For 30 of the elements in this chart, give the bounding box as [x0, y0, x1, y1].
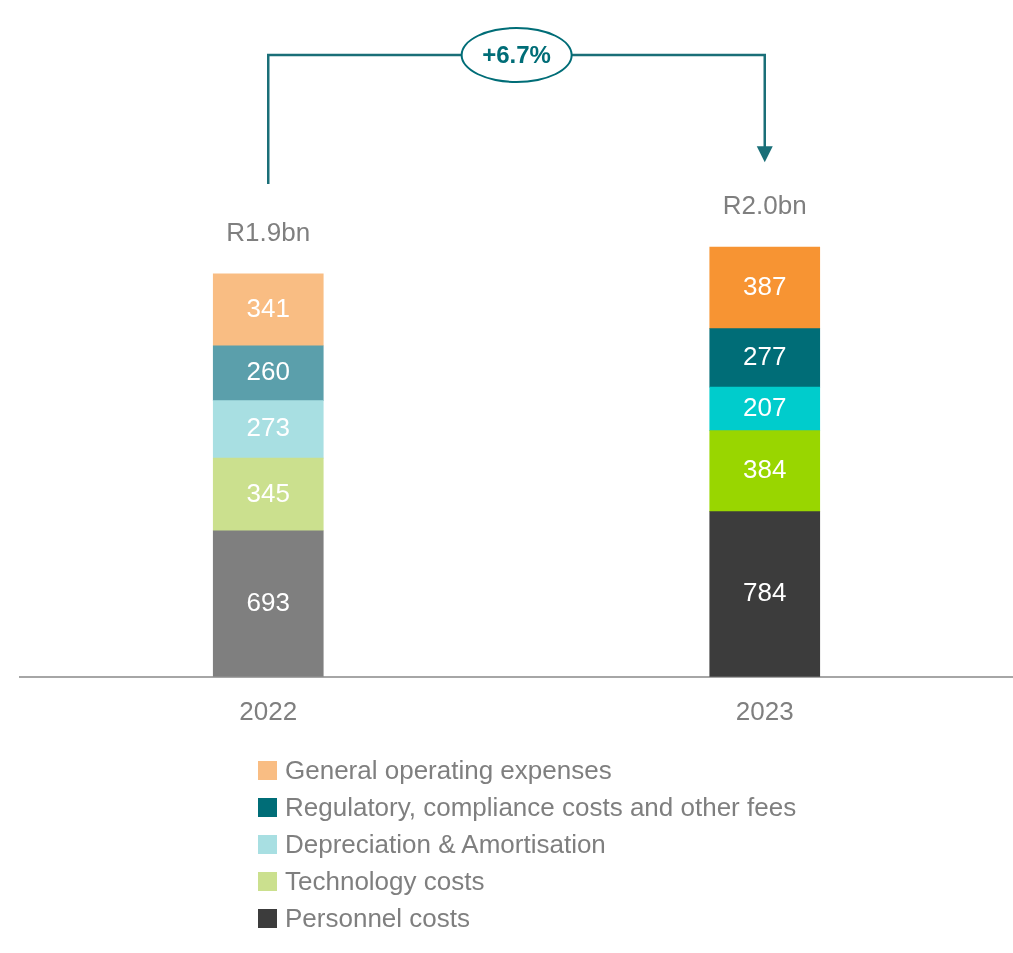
bar [212, 345, 324, 401]
total-label: R2.0bn [722, 190, 807, 221]
legend-label: Personnel costs [285, 903, 470, 934]
legend-label: Depreciation & Amortisation [285, 829, 606, 860]
bar [212, 457, 324, 532]
data-label: 277 [743, 341, 787, 372]
bar [709, 386, 821, 432]
x-tick-label: 2023 [735, 695, 794, 726]
legend-label: General operating expenses [285, 755, 612, 786]
data-label: 260 [246, 356, 290, 387]
bar [212, 273, 324, 347]
data-label: 345 [246, 477, 290, 508]
legend-label: Technology costs [285, 866, 485, 897]
data-label: 693 [246, 586, 290, 617]
bar [709, 430, 821, 512]
legend-label: Regulatory, compliance costs and other fees [285, 792, 797, 823]
text: +6.7% [460, 27, 573, 83]
data-label: 207 [743, 392, 787, 423]
bar [709, 511, 821, 677]
bar [212, 400, 324, 459]
bar [709, 328, 821, 388]
x-tick-label: 2022 [239, 695, 298, 726]
data-label: 387 [743, 271, 787, 302]
data-label: 341 [246, 293, 290, 323]
bar [709, 246, 821, 330]
bar [212, 530, 324, 677]
total-label: R1.9bn [226, 217, 311, 248]
data-label: 384 [743, 454, 787, 485]
data-label: 273 [246, 412, 290, 443]
data-label: 784 [743, 577, 787, 608]
